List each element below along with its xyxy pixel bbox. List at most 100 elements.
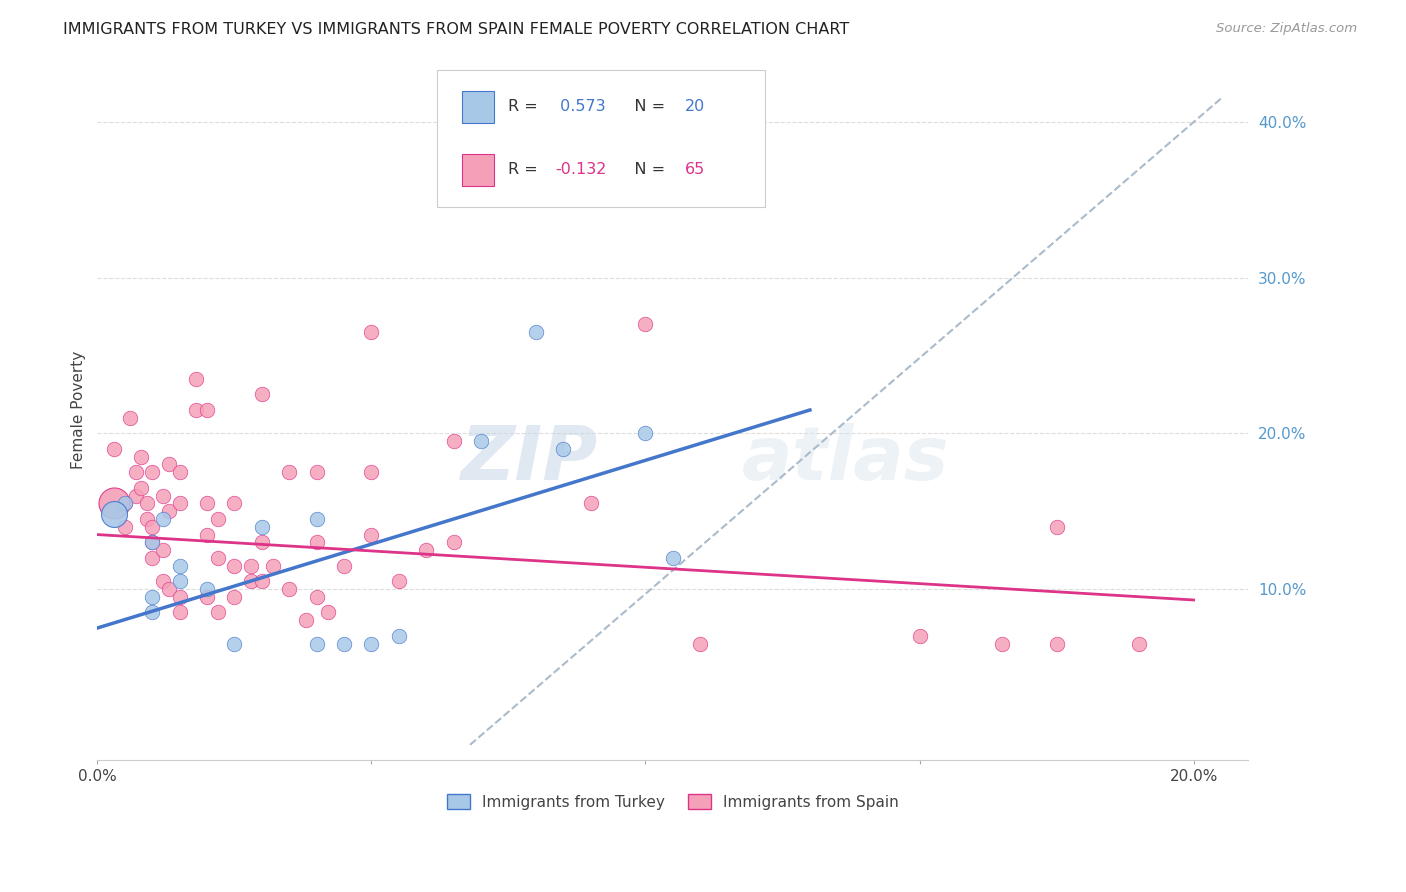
Point <box>443 434 465 449</box>
Point <box>990 637 1012 651</box>
Text: N =: N = <box>619 162 671 178</box>
Point <box>125 465 148 479</box>
Point <box>333 637 356 651</box>
Point <box>1128 637 1150 651</box>
Point <box>195 527 218 541</box>
Text: IMMIGRANTS FROM TURKEY VS IMMIGRANTS FROM SPAIN FEMALE POVERTY CORRELATION CHART: IMMIGRANTS FROM TURKEY VS IMMIGRANTS FRO… <box>63 22 849 37</box>
Point <box>1045 520 1067 534</box>
Point <box>152 574 174 589</box>
Point <box>152 489 174 503</box>
Point <box>195 582 218 596</box>
Point <box>157 458 180 472</box>
Point <box>152 512 174 526</box>
Point <box>135 496 157 510</box>
Point <box>305 512 328 526</box>
Point <box>169 590 191 604</box>
Point <box>129 450 152 464</box>
Y-axis label: Female Poverty: Female Poverty <box>72 351 86 469</box>
Text: 65: 65 <box>685 162 704 178</box>
Point <box>169 606 191 620</box>
Point <box>157 582 180 596</box>
Text: ZIP: ZIP <box>461 423 598 496</box>
Point <box>169 465 191 479</box>
Point <box>141 550 163 565</box>
Text: Source: ZipAtlas.com: Source: ZipAtlas.com <box>1216 22 1357 36</box>
Text: -0.132: -0.132 <box>555 162 607 178</box>
Point <box>443 535 465 549</box>
Text: R =: R = <box>509 162 543 178</box>
Bar <box>463 154 495 186</box>
FancyBboxPatch shape <box>437 70 765 207</box>
Point <box>305 465 328 479</box>
Point <box>169 574 191 589</box>
Point <box>141 590 163 604</box>
Point <box>103 508 125 522</box>
Point <box>360 637 382 651</box>
Text: N =: N = <box>619 99 671 114</box>
Point <box>250 387 273 401</box>
Point <box>114 520 136 534</box>
Point <box>239 558 262 573</box>
Point <box>103 496 125 510</box>
Point <box>360 527 382 541</box>
Point <box>278 465 301 479</box>
Point <box>207 606 229 620</box>
Point <box>908 629 931 643</box>
Point <box>305 590 328 604</box>
Point <box>224 637 246 651</box>
Point <box>278 582 301 596</box>
Point <box>141 465 163 479</box>
Point <box>169 496 191 510</box>
Bar <box>463 91 495 123</box>
Point <box>250 520 273 534</box>
Text: 0.573: 0.573 <box>555 99 606 114</box>
Point <box>141 535 163 549</box>
Point <box>250 535 273 549</box>
Point <box>103 442 125 456</box>
Point <box>1045 637 1067 651</box>
Point <box>224 590 246 604</box>
Point <box>195 590 218 604</box>
Point <box>114 496 136 510</box>
Point <box>141 535 163 549</box>
Point <box>157 504 180 518</box>
Point <box>294 613 316 627</box>
Legend: Immigrants from Turkey, Immigrants from Spain: Immigrants from Turkey, Immigrants from … <box>441 788 905 816</box>
Point <box>579 496 602 510</box>
Point <box>662 550 685 565</box>
Point <box>195 403 218 417</box>
Point <box>184 403 207 417</box>
Point <box>120 410 142 425</box>
Point <box>305 535 328 549</box>
Point <box>388 629 411 643</box>
Point <box>239 574 262 589</box>
Point <box>689 637 711 651</box>
Point <box>415 543 437 558</box>
Text: 20: 20 <box>685 99 704 114</box>
Point <box>195 496 218 510</box>
Point <box>141 606 163 620</box>
Point <box>524 325 547 339</box>
Point <box>470 434 492 449</box>
Point <box>360 325 382 339</box>
Point <box>152 543 174 558</box>
Point <box>333 558 356 573</box>
Point <box>129 481 152 495</box>
Point <box>250 574 273 589</box>
Point <box>114 496 136 510</box>
Point <box>634 318 657 332</box>
Point <box>224 496 246 510</box>
Point <box>207 512 229 526</box>
Point <box>224 558 246 573</box>
Point <box>141 520 163 534</box>
Text: R =: R = <box>509 99 543 114</box>
Point <box>262 558 284 573</box>
Point <box>553 442 575 456</box>
Point <box>207 550 229 565</box>
Point <box>169 558 191 573</box>
Point <box>305 637 328 651</box>
Point <box>125 489 148 503</box>
Text: atlas: atlas <box>742 423 949 496</box>
Point <box>316 606 339 620</box>
Point <box>360 465 382 479</box>
